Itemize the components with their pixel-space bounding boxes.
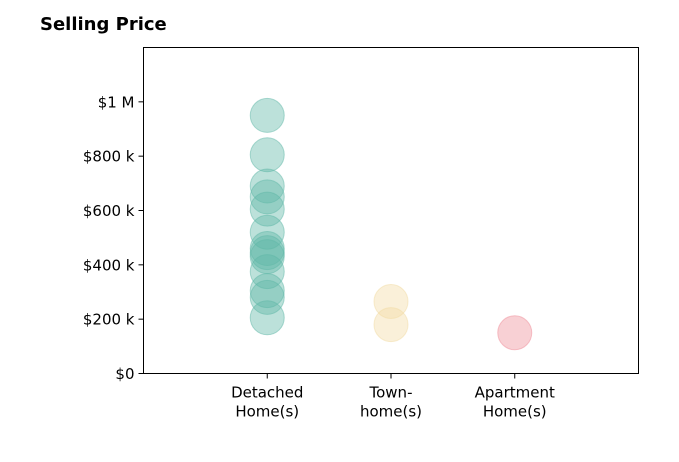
- y-axis: $0 $200 k $400 k $600 k $800 k $1 M: [83, 93, 144, 383]
- data-point-2-0: [497, 315, 533, 351]
- x-tick-label-0-0: Detached: [231, 384, 303, 402]
- x-tick-label-1-0: Town-: [369, 384, 413, 402]
- x-tick-label-2-1: Home(s): [483, 403, 547, 421]
- y-tick-label-0: $0: [115, 365, 134, 383]
- data-point-0-11: [249, 279, 285, 315]
- x-tick-label-1-1: home(s): [360, 403, 422, 421]
- chart-title: Selling Price: [40, 14, 167, 35]
- data-point-1-1: [373, 307, 409, 343]
- x-tick-label-0-1: Home(s): [235, 403, 299, 421]
- data-point-0-0: [249, 97, 285, 133]
- y-tick-label-1: $200 k: [83, 311, 135, 329]
- data-point-0-3: [249, 179, 285, 215]
- y-tick-label-4: $800 k: [83, 148, 135, 166]
- points-layer: [249, 97, 533, 351]
- data-point-0-5: [249, 214, 285, 250]
- y-tick-label-5: $1 M: [98, 93, 135, 111]
- x-tick-label-2-0: Apartment: [475, 384, 555, 402]
- x-axis: DetachedHome(s)Town-home(s)ApartmentHome…: [231, 373, 555, 421]
- data-point-0-9: [249, 254, 285, 290]
- data-point-0-12: [249, 300, 285, 336]
- data-point-0-1: [249, 137, 285, 173]
- y-tick-label-3: $600 k: [83, 202, 135, 220]
- y-tick-label-2: $400 k: [83, 256, 135, 274]
